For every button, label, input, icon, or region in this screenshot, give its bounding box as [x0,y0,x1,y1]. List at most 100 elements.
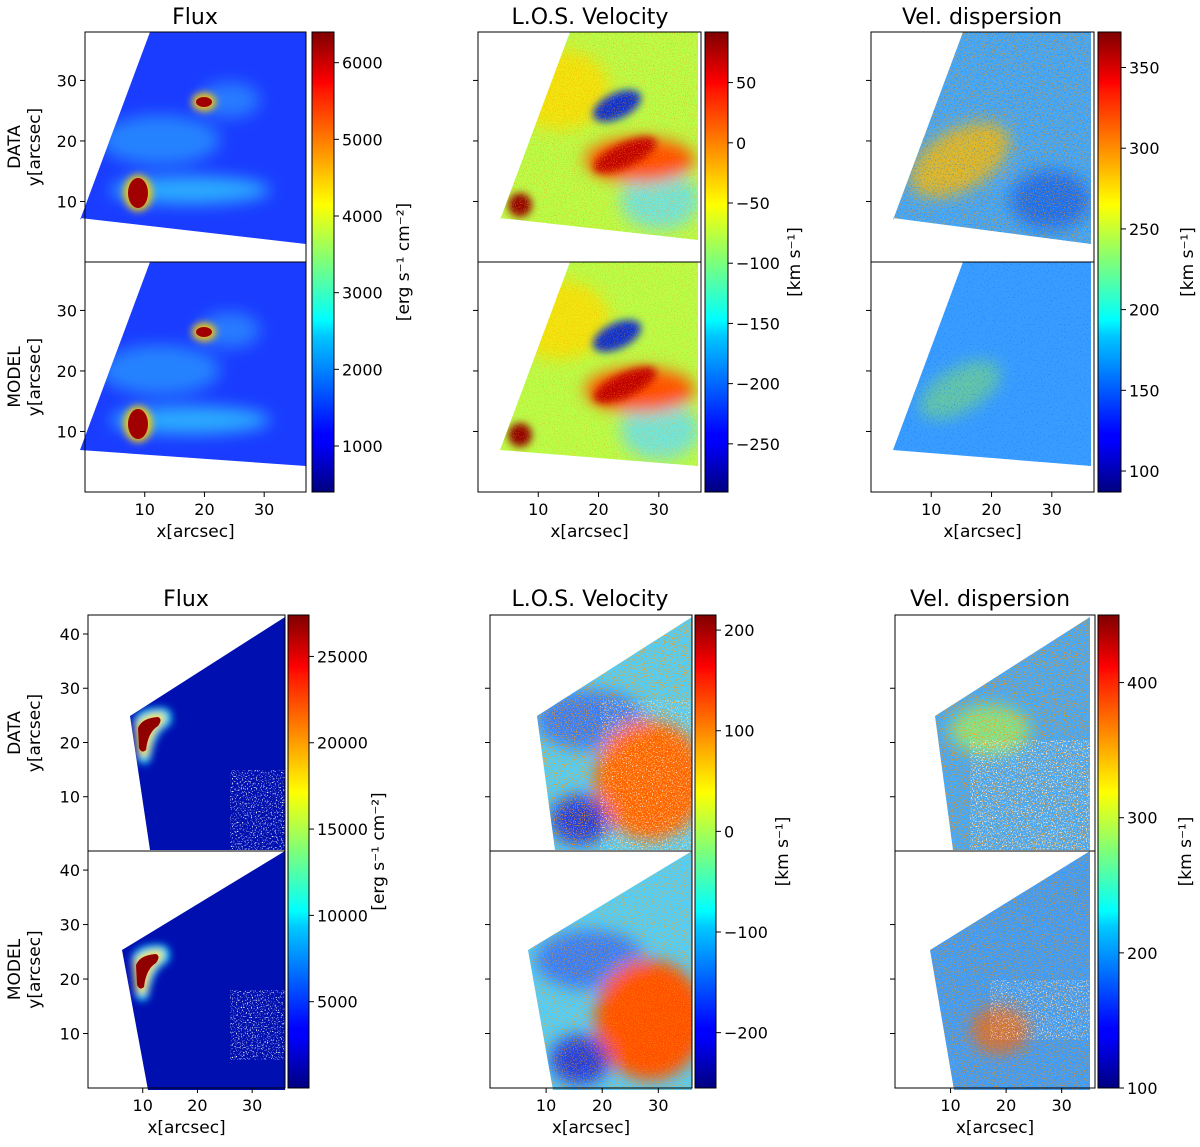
colorbar-tick-label: 200 [724,621,755,640]
y-tick-label: 30 [57,301,77,320]
colorbar-label: [erg s⁻¹ cm⁻²] [394,203,414,321]
x-tick-label: 20 [981,500,1001,519]
colorbar-tick-label: 5000 [342,130,383,149]
colorbar-tick-label: −250 [736,435,780,454]
colorbar-label: [km s⁻¹] [785,227,805,297]
colorbar [311,31,335,493]
row-label: DATA [5,711,25,755]
colorbar-tick-label: 300 [1129,139,1160,158]
colorbar-tick-label: 10000 [317,906,368,925]
x-tick-label: 30 [254,500,274,519]
colorbar [287,614,310,1089]
colorbar-tick-label: 20000 [317,734,368,753]
y-tick-label: 30 [60,679,80,698]
dispersion-top-model-map [893,262,1091,466]
x-tick-label: 30 [648,1096,668,1115]
y-tick-label: 10 [57,422,77,441]
y-tick-label: 10 [57,192,77,211]
colorbar [694,614,717,1089]
y-tick-label: 30 [57,71,77,90]
colorbar-tick-label: 0 [724,822,734,841]
colorbar-tick-label: −150 [736,314,780,333]
y-axis-label: y[arcsec] [25,694,45,772]
y-tick-label: 10 [60,788,80,807]
y-tick-label: 20 [57,132,77,151]
flux-top-model-map [80,262,306,466]
colorbar-tick-label: 50 [736,74,756,93]
flux-bottom-model-map [122,851,285,1090]
y-tick-label: 20 [57,362,77,381]
panel-title: Vel. dispersion [910,587,1070,612]
flux-bottom-data-map [130,617,285,850]
dispersion-bottom-model-map [930,851,1090,1090]
colorbar-tick-label: −200 [736,375,780,394]
y-tick-label: 40 [60,625,80,644]
axes-frame [477,261,702,493]
colorbar-tick-label: −50 [736,194,770,213]
x-tick-label: 30 [1051,1096,1071,1115]
colorbar-tick-label: 100 [1127,1079,1158,1098]
y-axis-label: y[arcsec] [25,108,45,186]
dispersion-bottom-data-map [935,617,1090,850]
colorbar-tick-label: 100 [724,722,755,741]
x-axis-label: x[arcsec] [956,1118,1034,1138]
x-axis-label: x[arcsec] [552,1118,630,1138]
colorbar-tick-label: 100 [1129,462,1160,481]
colorbar-tick-label: 0 [736,134,746,153]
colorbar-label: [erg s⁻¹ cm⁻²] [369,792,389,910]
colorbar-tick-label: 3000 [342,284,383,303]
x-tick-label: 10 [528,500,548,519]
y-tick-label: 20 [60,733,80,752]
colorbar-tick-label: 150 [1129,381,1160,400]
colorbar-tick-label: 350 [1129,59,1160,78]
x-tick-label: 10 [940,1096,960,1115]
colorbar-tick-label: 300 [1127,809,1158,828]
panel-2: L.O.S. Velocity 10 20 30 x[arcsec] 50 0 −50 −100… [473,5,805,542]
colorbar-tick-label: 2000 [342,360,383,379]
colorbar-tick-label: 6000 [342,54,383,73]
y-axis-label: y[arcsec] [25,930,45,1008]
flux-top-data-map [80,32,306,244]
panel-title: Vel. dispersion [902,5,1062,30]
colorbar-tick-label: −100 [724,923,768,942]
velocity-top-data-map [500,32,698,240]
axes-frame [84,261,307,493]
colorbar-tick-label: 4000 [342,207,383,226]
x-axis-label: x[arcsec] [943,522,1021,542]
colorbar [1097,31,1122,493]
colorbar-tick-label: 25000 [317,647,368,666]
y-tick-label: 30 [60,916,80,935]
row-label: DATA [5,125,25,169]
colorbar-tick-label: −100 [736,254,780,273]
x-tick-label: 10 [536,1096,556,1115]
x-tick-label: 10 [133,1096,153,1115]
row-label: MODEL [5,938,25,1000]
panel-5: L.O.S. Velocity 10 20 30 x[arcsec] 200 100 0 −10… [485,587,793,1138]
colorbar-tick-label: 250 [1129,220,1160,239]
panel-title: L.O.S. Velocity [512,5,669,30]
colorbar-label: [km s⁻¹] [1176,817,1196,887]
panel-title: Flux [172,5,218,30]
axes-frame [894,850,1096,1089]
colorbar-label: [km s⁻¹] [773,817,793,887]
x-tick-label: 10 [921,500,941,519]
colorbar-tick-label: 400 [1127,674,1158,693]
y-tick-label: 20 [60,970,80,989]
y-tick-label: 40 [60,861,80,880]
row-label: MODEL [5,346,25,408]
colorbar-tick-label: 1000 [342,437,383,456]
dispersion-top-data-map [893,32,1091,244]
x-tick-label: 20 [194,500,214,519]
colorbar-tick-label: 200 [1129,301,1160,320]
panel-title: L.O.S. Velocity [512,587,669,612]
x-axis-label: x[arcsec] [147,1118,225,1138]
x-tick-label: 20 [588,500,608,519]
x-tick-label: 10 [135,500,155,519]
colorbar [1097,614,1120,1089]
axes-frame [489,850,693,1089]
x-tick-label: 20 [996,1096,1016,1115]
velocity-bottom-model-map [528,851,692,1090]
velocity-bottom-data-map [537,617,692,850]
